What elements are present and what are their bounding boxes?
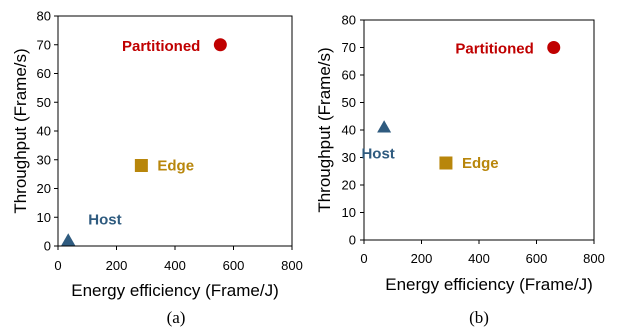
x-tick-label: 600 — [223, 258, 245, 273]
y-tick-label: 70 — [342, 40, 356, 55]
y-axis-label: Throughput (Frame/s) — [11, 48, 30, 213]
point-partitioned — [547, 41, 561, 54]
x-axis-label: Energy efficiency (Frame/J) — [385, 275, 593, 294]
figure-caption: (b) — [469, 308, 489, 327]
y-tick-label: 80 — [37, 9, 51, 24]
y-tick-label: 20 — [37, 181, 51, 196]
y-tick-label: 50 — [342, 95, 356, 110]
x-tick-label: 600 — [526, 251, 548, 266]
x-tick-label: 200 — [106, 258, 128, 273]
y-tick-label: 0 — [44, 239, 51, 254]
y-tick-label: 60 — [342, 68, 356, 83]
x-axis-label: Energy efficiency (Frame/J) — [71, 281, 279, 300]
point-host — [377, 120, 392, 133]
y-tick-label: 30 — [342, 150, 356, 165]
y-axis-label: Throughput (Frame/s) — [315, 47, 334, 212]
x-tick-label: 0 — [54, 258, 61, 273]
y-tick-label: 40 — [37, 124, 51, 139]
x-tick-label: 0 — [360, 251, 367, 266]
y-tick-label: 80 — [342, 13, 356, 28]
y-tick-label: 30 — [37, 152, 51, 167]
y-tick-label: 60 — [37, 66, 51, 81]
point-edge — [134, 159, 148, 172]
x-tick-label: 800 — [281, 258, 303, 273]
point-label-edge: Edge — [462, 155, 499, 172]
x-tick-label: 400 — [468, 251, 490, 266]
figure-caption: (a) — [167, 308, 186, 327]
y-tick-label: 50 — [37, 95, 51, 110]
y-tick-label: 70 — [37, 37, 51, 52]
x-tick-label: 400 — [164, 258, 186, 273]
chart-panel-b: 0 200 400 600 800 0 10 20 30 40 50 60 70 80 Energy eff… — [315, 13, 605, 328]
point-edge — [439, 156, 453, 170]
point-label-edge: Edge — [157, 158, 194, 175]
point-host — [61, 233, 76, 246]
point-partitioned — [213, 38, 227, 52]
y-tick-label: 10 — [37, 210, 51, 225]
point-label-host: Host — [361, 145, 394, 162]
x-tick-label: 200 — [411, 251, 433, 266]
point-label-partitioned: Partitioned — [455, 41, 533, 58]
point-label-partitioned: Partitioned — [122, 38, 200, 55]
point-label-host: Host — [88, 211, 121, 228]
y-tick-label: 0 — [349, 233, 356, 248]
y-tick-label: 10 — [342, 205, 356, 220]
x-tick-label: 800 — [583, 251, 605, 266]
y-tick-label: 20 — [342, 178, 356, 193]
y-tick-label: 40 — [342, 123, 356, 138]
chart-panel-a: 0 200 400 600 800 0 10 20 30 40 50 60 70 80 Energy eff… — [11, 9, 303, 328]
